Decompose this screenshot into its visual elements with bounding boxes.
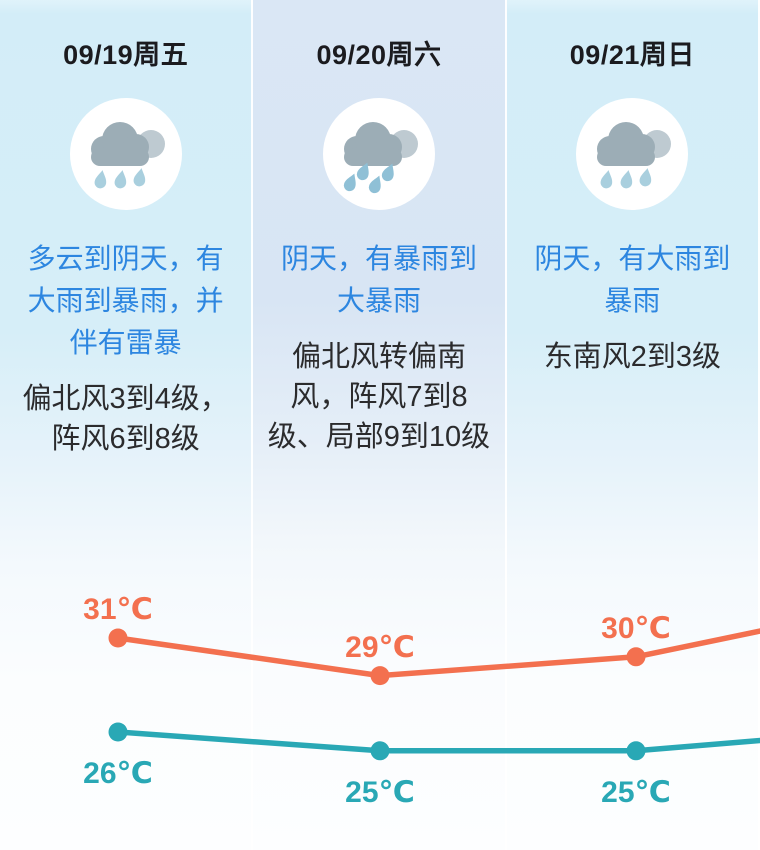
day-column-0921[interactable]: 09/21周日 阴天，有大雨到 — [506, 0, 760, 850]
wind-description: 东南风2到3级 — [543, 341, 721, 373]
date-header: 09/20周六 — [316, 40, 442, 70]
wind-description: 偏北风3到4级， 阵风6到8级 — [22, 383, 229, 455]
rain-cloud-icon — [69, 98, 182, 210]
date-header: 09/21周日 — [569, 40, 695, 70]
day-column-0919[interactable]: 09/19周五 多云到阴天，有 — [0, 0, 254, 850]
date-header: 09/19周五 — [63, 40, 189, 70]
day-column-0920[interactable]: 09/20周六 — [253, 0, 507, 850]
weather-description: 多云到阴天，有 大雨到暴雨，并 伴有雷暴 — [27, 243, 224, 358]
weather-description: 阴天，有大雨到 暴雨 — [534, 243, 731, 316]
heavy-rain-cloud-icon — [322, 98, 435, 210]
weather-description: 阴天，有暴雨到 大暴雨 — [280, 243, 477, 316]
wind-description: 偏北风转偏南 风，阵风7到8 级、局部9到10级 — [267, 341, 491, 453]
rain-cloud-icon — [576, 98, 689, 210]
